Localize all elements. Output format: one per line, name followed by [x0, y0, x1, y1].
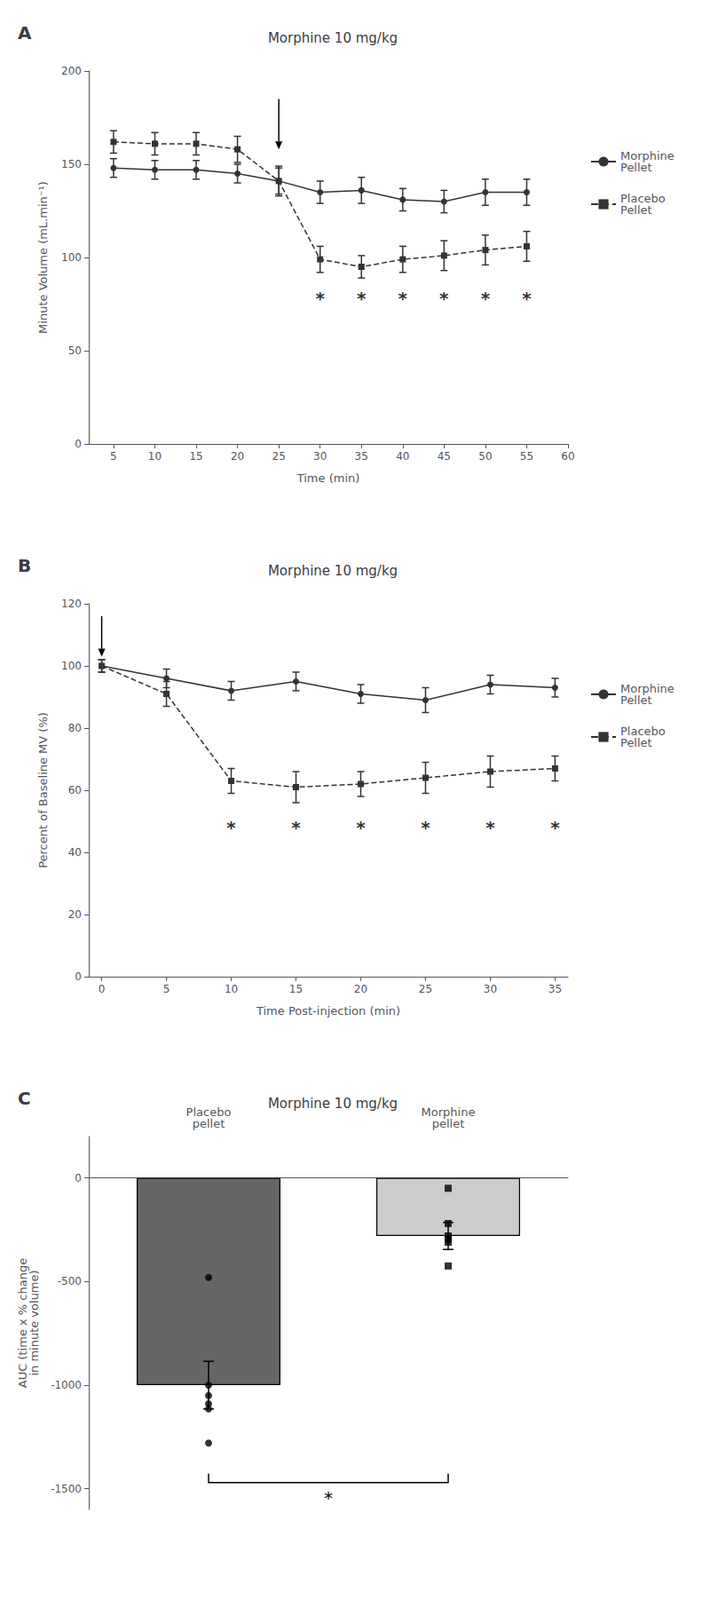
svg-text:Pellet: Pellet [620, 160, 653, 174]
svg-text:Pellet: Pellet [620, 693, 653, 707]
svg-text:40: 40 [395, 449, 410, 463]
svg-text:Placebo: Placebo [620, 191, 666, 206]
svg-text:Pellet: Pellet [620, 203, 653, 217]
svg-text:50: 50 [478, 449, 492, 463]
svg-text:0: 0 [74, 437, 82, 450]
svg-text:Time (min): Time (min) [296, 471, 361, 485]
svg-text:35: 35 [548, 982, 562, 995]
svg-text:*: * [398, 287, 409, 309]
svg-text:Morphine 10 mg/kg: Morphine 10 mg/kg [268, 1095, 398, 1112]
svg-text:35: 35 [355, 449, 369, 463]
svg-text:AUC (time x % change: AUC (time x % change [15, 1257, 30, 1388]
svg-text:*: * [420, 816, 431, 838]
svg-text:B: B [17, 554, 32, 576]
svg-text:Morphine 10 mg/kg: Morphine 10 mg/kg [268, 562, 398, 579]
svg-text:50: 50 [68, 344, 82, 357]
svg-text:5: 5 [110, 449, 118, 463]
svg-text:Morphine: Morphine [620, 681, 675, 695]
svg-text:5: 5 [163, 982, 171, 995]
svg-text:-1000: -1000 [50, 1378, 82, 1391]
svg-text:10: 10 [224, 982, 238, 995]
svg-text:Placebo: Placebo [620, 724, 666, 738]
svg-text:Morphine: Morphine [421, 1104, 476, 1119]
svg-text:*: * [315, 287, 325, 309]
svg-text:*: * [291, 816, 301, 838]
svg-text:*: * [481, 287, 491, 309]
svg-text:100: 100 [61, 659, 82, 672]
svg-text:0: 0 [98, 982, 106, 995]
svg-text:45: 45 [437, 449, 451, 463]
svg-text:-500: -500 [57, 1274, 82, 1287]
svg-text:20: 20 [354, 982, 368, 995]
svg-text:*: * [485, 816, 496, 838]
svg-text:Morphine 10 mg/kg: Morphine 10 mg/kg [268, 30, 398, 47]
svg-text:*: * [439, 287, 450, 309]
svg-text:Percent of Baseline MV (%): Percent of Baseline MV (%) [36, 711, 50, 868]
svg-text:Minute Volume (mL.min⁻¹): Minute Volume (mL.min⁻¹) [36, 181, 50, 334]
svg-text:pellet: pellet [432, 1116, 466, 1130]
svg-text:C: C [17, 1087, 32, 1109]
svg-text:15: 15 [189, 449, 203, 463]
svg-text:55: 55 [520, 449, 534, 463]
svg-text:*: * [356, 287, 367, 309]
svg-text:*: * [550, 816, 561, 838]
svg-text:Time Post-injection (min): Time Post-injection (min) [255, 1003, 401, 1018]
svg-text:30: 30 [313, 449, 327, 463]
svg-text:60: 60 [68, 783, 82, 797]
svg-text:Pellet: Pellet [620, 735, 653, 750]
svg-text:*: * [521, 287, 532, 309]
svg-text:150: 150 [61, 157, 82, 171]
svg-text:60: 60 [560, 449, 575, 463]
svg-text:*: * [323, 1486, 333, 1508]
svg-text:10: 10 [148, 449, 162, 463]
svg-text:in minute volume): in minute volume) [27, 1269, 41, 1375]
svg-text:15: 15 [289, 982, 303, 995]
svg-text:*: * [226, 816, 237, 838]
svg-text:40: 40 [68, 845, 82, 859]
svg-text:-1500: -1500 [50, 1482, 82, 1495]
svg-text:20: 20 [230, 449, 245, 463]
svg-text:120: 120 [61, 597, 82, 610]
svg-text:Morphine: Morphine [620, 149, 675, 163]
svg-text:A: A [17, 22, 32, 44]
svg-text:200: 200 [61, 64, 82, 78]
svg-text:25: 25 [271, 449, 285, 463]
svg-text:*: * [355, 816, 366, 838]
svg-text:Placebo: Placebo [186, 1104, 232, 1119]
svg-text:0: 0 [74, 1171, 82, 1184]
svg-text:25: 25 [418, 982, 433, 995]
svg-text:20: 20 [68, 907, 82, 921]
svg-text:80: 80 [68, 721, 82, 734]
svg-text:pellet: pellet [192, 1116, 226, 1130]
svg-text:30: 30 [483, 982, 497, 995]
svg-text:100: 100 [61, 251, 82, 264]
svg-text:0: 0 [74, 970, 82, 983]
